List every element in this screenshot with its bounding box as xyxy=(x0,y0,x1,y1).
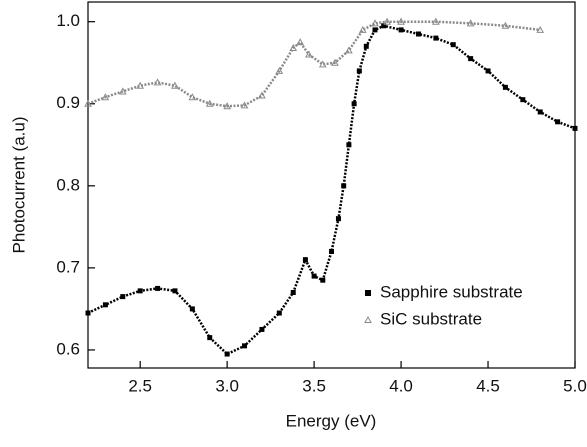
data-point xyxy=(136,81,145,89)
data-point xyxy=(536,25,545,33)
legend-label: Sapphire substrate xyxy=(380,282,523,301)
y-tick-label: 0.9 xyxy=(56,93,80,112)
data-point xyxy=(537,109,543,115)
data-point xyxy=(172,288,178,294)
series-line xyxy=(87,24,576,356)
data-point xyxy=(85,310,91,316)
y-axis-label: Photocurrent (a.u) xyxy=(9,116,28,253)
data-point xyxy=(102,302,108,308)
data-point xyxy=(120,294,126,300)
data-point xyxy=(207,335,213,341)
x-tick-label: 3.0 xyxy=(215,376,239,395)
data-point xyxy=(372,27,378,33)
y-tick-label: 0.7 xyxy=(56,257,80,276)
x-tick-label: 4.0 xyxy=(389,376,413,395)
data-point xyxy=(305,50,313,58)
data-point xyxy=(296,38,305,46)
data-point xyxy=(335,216,341,222)
data-point xyxy=(398,27,404,33)
data-point xyxy=(331,58,339,66)
data-point xyxy=(572,125,578,131)
data-point xyxy=(485,68,491,74)
data-point xyxy=(502,84,508,90)
data-point xyxy=(501,21,510,29)
data-point xyxy=(381,23,387,29)
data-point xyxy=(363,43,369,49)
data-point xyxy=(171,81,179,89)
data-point xyxy=(101,93,110,101)
legend-marker xyxy=(365,290,371,296)
data-point xyxy=(276,310,282,316)
data-point xyxy=(118,87,127,95)
data-point xyxy=(205,99,214,107)
series-line xyxy=(87,20,541,108)
data-point xyxy=(137,288,143,294)
data-point xyxy=(189,306,195,312)
data-point xyxy=(223,102,231,110)
data-point xyxy=(258,91,266,99)
data-point xyxy=(224,351,230,357)
data-point xyxy=(468,56,474,62)
data-point xyxy=(346,142,352,148)
data-point xyxy=(345,46,353,54)
x-tick-label: 5.0 xyxy=(563,376,587,395)
data-point xyxy=(555,119,561,125)
data-point xyxy=(275,66,284,74)
data-point xyxy=(311,273,317,279)
data-point xyxy=(153,78,162,86)
data-point xyxy=(188,93,197,101)
x-axis-label: Energy (eV) xyxy=(286,411,377,430)
data-point xyxy=(383,17,391,25)
data-point xyxy=(415,31,421,37)
data-point xyxy=(320,277,326,283)
legend-marker xyxy=(364,315,372,323)
y-tick-label: 1.0 xyxy=(56,11,80,30)
data-point xyxy=(240,101,249,109)
data-point xyxy=(397,17,405,25)
data-point xyxy=(371,19,379,27)
data-point xyxy=(450,42,456,48)
y-tick-label: 0.6 xyxy=(56,339,80,358)
data-point xyxy=(520,97,526,103)
data-point xyxy=(466,19,475,27)
data-point xyxy=(318,60,327,68)
y-tick-label: 0.8 xyxy=(56,175,80,194)
data-point xyxy=(341,183,347,189)
data-point xyxy=(433,35,439,41)
data-point xyxy=(242,343,248,349)
plot-frame xyxy=(87,1,576,369)
data-point xyxy=(289,43,298,51)
data-point xyxy=(356,68,362,74)
data-point xyxy=(302,257,308,263)
x-tick-label: 4.5 xyxy=(476,376,500,395)
data-point xyxy=(351,101,357,107)
data-point xyxy=(290,290,296,296)
data-point xyxy=(155,285,161,291)
data-point xyxy=(432,17,440,25)
data-point xyxy=(84,99,92,107)
x-tick-label: 2.5 xyxy=(128,376,152,395)
data-point xyxy=(259,326,265,332)
legend-label: SiC substrate xyxy=(380,309,482,328)
data-point xyxy=(329,248,334,254)
data-point xyxy=(358,25,367,33)
x-tick-label: 3.5 xyxy=(302,376,326,395)
